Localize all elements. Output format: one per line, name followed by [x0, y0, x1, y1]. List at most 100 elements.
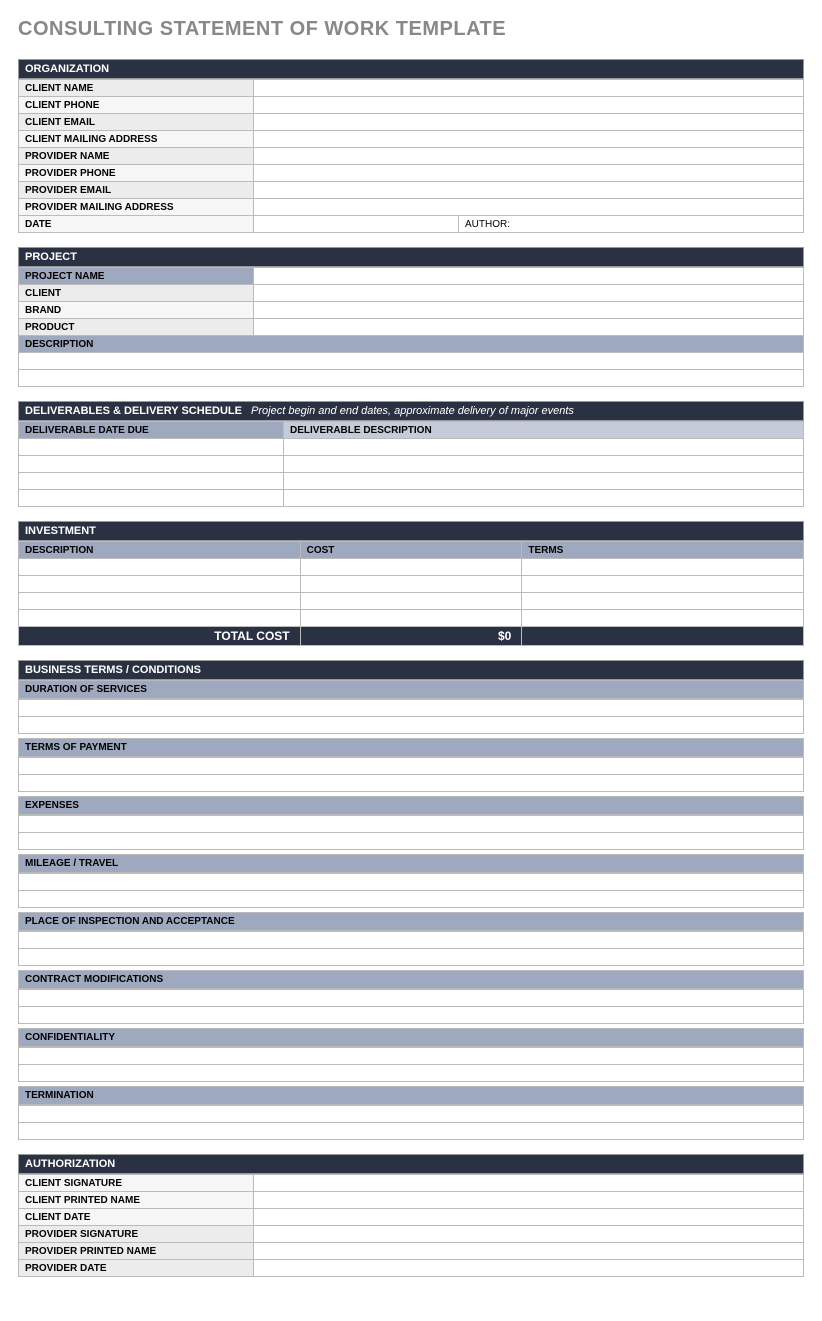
terms-value[interactable]: [19, 775, 804, 792]
org-row-value[interactable]: [254, 114, 804, 131]
authorization-table: CLIENT SIGNATURECLIENT PRINTED NAMECLIEN…: [18, 1174, 804, 1277]
terms-value[interactable]: [19, 891, 804, 908]
investment-header: INVESTMENT: [18, 521, 804, 541]
auth-row: PROVIDER PRINTED NAME: [19, 1243, 804, 1260]
project-row: PROJECT NAME: [19, 268, 804, 285]
project-row: BRAND: [19, 302, 804, 319]
org-row-value[interactable]: [254, 199, 804, 216]
deliverable-row: [19, 473, 804, 490]
org-row-label: CLIENT EMAIL: [19, 114, 254, 131]
org-row-value[interactable]: [254, 97, 804, 114]
investment-total-value: $0: [300, 627, 522, 646]
terms-value[interactable]: [19, 949, 804, 966]
organization-header: ORGANIZATION: [18, 59, 804, 79]
deliverable-desc[interactable]: [284, 490, 804, 507]
terms-label: TERMINATION: [18, 1086, 804, 1105]
investment-cell[interactable]: [300, 593, 522, 610]
investment-cell[interactable]: [522, 593, 804, 610]
deliverable-desc[interactable]: [284, 439, 804, 456]
auth-row-label: CLIENT SIGNATURE: [19, 1175, 254, 1192]
org-date-value[interactable]: [254, 216, 459, 233]
deliverable-date[interactable]: [19, 456, 284, 473]
terms-label: CONFIDENTIALITY: [18, 1028, 804, 1047]
terms-value[interactable]: [19, 874, 804, 891]
auth-row: PROVIDER DATE: [19, 1260, 804, 1277]
org-row-value[interactable]: [254, 131, 804, 148]
org-row-value[interactable]: [254, 148, 804, 165]
investment-cell[interactable]: [522, 576, 804, 593]
investment-cell[interactable]: [19, 610, 301, 627]
investment-cell[interactable]: [19, 559, 301, 576]
terms-section: BUSINESS TERMS / CONDITIONS DURATION OF …: [18, 660, 804, 1140]
terms-value[interactable]: [19, 1123, 804, 1140]
deliverables-table: DELIVERABLE DATE DUE DELIVERABLE DESCRIP…: [18, 421, 804, 507]
terms-value[interactable]: [19, 717, 804, 734]
investment-cell[interactable]: [300, 576, 522, 593]
investment-row: [19, 559, 804, 576]
auth-row: CLIENT DATE: [19, 1209, 804, 1226]
terms-value[interactable]: [19, 758, 804, 775]
investment-cell[interactable]: [300, 610, 522, 627]
auth-row-value[interactable]: [254, 1226, 804, 1243]
project-description-value[interactable]: [19, 353, 804, 370]
terms-value[interactable]: [19, 990, 804, 1007]
auth-row-value[interactable]: [254, 1175, 804, 1192]
terms-label: CONTRACT MODIFICATIONS: [18, 970, 804, 989]
org-row-value[interactable]: [254, 182, 804, 199]
terms-block: TERMS OF PAYMENT: [18, 738, 804, 792]
terms-value[interactable]: [19, 1048, 804, 1065]
org-row: PROVIDER MAILING ADDRESS: [19, 199, 804, 216]
auth-row-label: CLIENT PRINTED NAME: [19, 1192, 254, 1209]
investment-cell[interactable]: [522, 559, 804, 576]
project-header: PROJECT: [18, 247, 804, 267]
auth-row-label: PROVIDER PRINTED NAME: [19, 1243, 254, 1260]
investment-cell[interactable]: [300, 559, 522, 576]
org-row-label: CLIENT MAILING ADDRESS: [19, 131, 254, 148]
auth-row-value[interactable]: [254, 1209, 804, 1226]
org-row-label: CLIENT PHONE: [19, 97, 254, 114]
investment-row: [19, 593, 804, 610]
investment-row: [19, 610, 804, 627]
terms-value[interactable]: [19, 1106, 804, 1123]
investment-cell[interactable]: [522, 610, 804, 627]
deliverable-date[interactable]: [19, 490, 284, 507]
terms-block: CONTRACT MODIFICATIONS: [18, 970, 804, 1024]
org-row-label: PROVIDER NAME: [19, 148, 254, 165]
deliverable-date[interactable]: [19, 473, 284, 490]
org-row-value[interactable]: [254, 80, 804, 97]
deliverable-row: [19, 456, 804, 473]
deliverable-row: [19, 439, 804, 456]
investment-total-terms: [522, 627, 804, 646]
auth-row-value[interactable]: [254, 1243, 804, 1260]
terms-block: PLACE OF INSPECTION AND ACCEPTANCE: [18, 912, 804, 966]
auth-row-value[interactable]: [254, 1192, 804, 1209]
deliverable-desc[interactable]: [284, 473, 804, 490]
deliverable-row: [19, 490, 804, 507]
terms-value[interactable]: [19, 1007, 804, 1024]
deliverable-date[interactable]: [19, 439, 284, 456]
project-row: CLIENT: [19, 285, 804, 302]
project-row-value[interactable]: [254, 319, 804, 336]
auth-row: PROVIDER SIGNATURE: [19, 1226, 804, 1243]
org-row-value[interactable]: [254, 165, 804, 182]
terms-label: PLACE OF INSPECTION AND ACCEPTANCE: [18, 912, 804, 931]
org-row: PROVIDER EMAIL: [19, 182, 804, 199]
terms-value[interactable]: [19, 833, 804, 850]
project-row-value[interactable]: [254, 285, 804, 302]
investment-cell[interactable]: [19, 576, 301, 593]
terms-value[interactable]: [19, 1065, 804, 1082]
deliverable-desc[interactable]: [284, 456, 804, 473]
project-description-value-2[interactable]: [19, 370, 804, 387]
terms-value[interactable]: [19, 932, 804, 949]
deliverables-subtitle: Project begin and end dates, approximate…: [251, 405, 574, 417]
org-row-label: PROVIDER PHONE: [19, 165, 254, 182]
auth-row-label: PROVIDER DATE: [19, 1260, 254, 1277]
terms-value[interactable]: [19, 700, 804, 717]
auth-row-value[interactable]: [254, 1260, 804, 1277]
project-row-value[interactable]: [254, 302, 804, 319]
project-row-value[interactable]: [254, 268, 804, 285]
terms-value[interactable]: [19, 816, 804, 833]
investment-total-row: TOTAL COST $0: [19, 627, 804, 646]
investment-cell[interactable]: [19, 593, 301, 610]
terms-block: MILEAGE / TRAVEL: [18, 854, 804, 908]
